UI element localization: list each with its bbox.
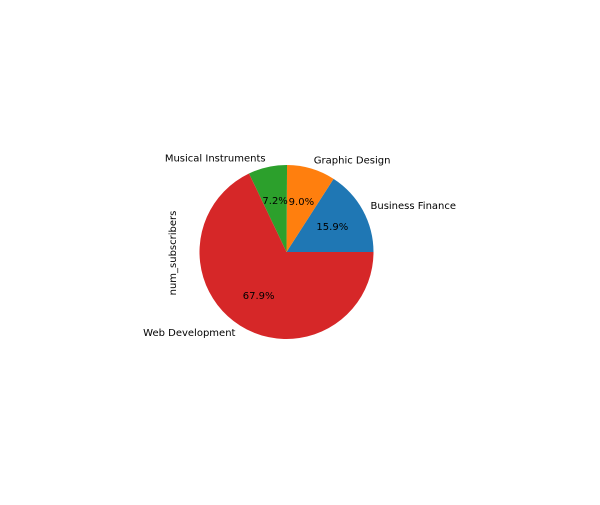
slice-label-graphic-design: Graphic Design [314,155,391,166]
slice-label-business-finance: Business Finance [371,201,457,212]
slice-percent-business-finance: 15.9% [316,222,348,233]
slice-percent-graphic-design: 9.0% [289,197,314,208]
pie-slice-musical-instruments [248,165,288,252]
slice-percent-musical-instruments: 7.2% [262,196,287,207]
pie-slices [199,165,374,340]
pie-slice-graphic-design [286,165,334,252]
slice-label-musical-instruments: Musical Instruments [165,154,266,165]
slice-percent-web-development: 67.9% [243,291,275,302]
pie-slice-business-finance [286,178,374,252]
pie-labels: Business Finance 15.9% Graphic Design 9.0% M… [143,154,456,339]
pie-slice-web-development [199,173,374,340]
slice-label-web-development: Web Development [143,328,235,339]
y-axis-label: num_subscribers [168,211,179,296]
